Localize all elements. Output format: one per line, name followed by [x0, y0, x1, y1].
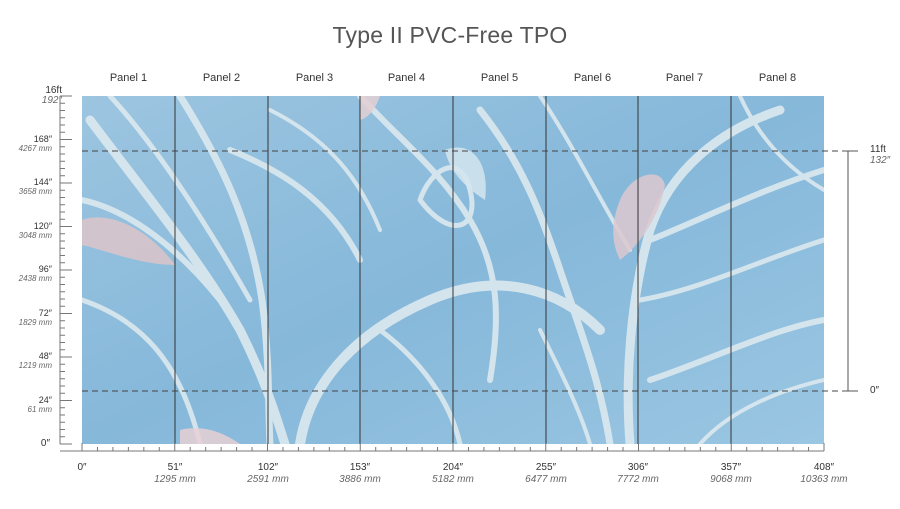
tick-mm: 5182 mm [432, 474, 474, 485]
panel-label-1: Panel 1 [109, 72, 148, 84]
left-top-in: 192″ [41, 95, 62, 106]
tick-mm: 3048 mm [18, 231, 52, 240]
bottom-tick-51: 51″ 1295 mm [135, 462, 215, 486]
tick-mm: 6477 mm [525, 474, 567, 485]
tick-in: 120″ [33, 221, 52, 231]
panel-label-5: Panel 5 [480, 72, 519, 84]
tick-in: 24″ [38, 395, 52, 405]
tick-in: 357″ [720, 462, 742, 473]
tick-mm: 3886 mm [339, 474, 381, 485]
bottom-ruler [60, 443, 825, 452]
panel-label-8: Panel 8 [758, 72, 797, 84]
tick-mm: 61 mm [27, 405, 52, 414]
left-tick-120: 120″ 3048 mm [2, 221, 52, 241]
tick-in: 204″ [442, 462, 464, 473]
left-tick-24: 24″ 61 mm [2, 395, 52, 415]
left-tick-72: 72″ 1829 mm [2, 308, 52, 328]
tick-in: 144″ [33, 177, 52, 187]
tick-in: 255″ [535, 462, 557, 473]
panel-label-7: Panel 7 [665, 72, 704, 84]
right-height-bracket [842, 150, 858, 392]
tick-mm: 2591 mm [247, 474, 289, 485]
tick-in: 306″ [627, 462, 649, 473]
bottom-tick-153: 153″ 3886 mm [320, 462, 400, 486]
tick-mm: 7772 mm [617, 474, 659, 485]
left-top-ft: 16ft [45, 85, 62, 96]
tick-mm: 2438 mm [18, 274, 52, 283]
left-tick-48: 48″ 1219 mm [2, 351, 52, 371]
left-tick-zero: 0″ [0, 439, 50, 449]
panel-label-4: Panel 4 [387, 72, 426, 84]
right-axis-zero-label: 0″ [870, 385, 879, 396]
right-top-in: 132″ [870, 155, 891, 166]
left-tick-96: 96″ 2438 mm [2, 264, 52, 284]
bottom-tick-255: 255″ 6477 mm [506, 462, 586, 486]
right-top-ft: 11ft [870, 144, 886, 155]
tick-mm: 9068 mm [710, 474, 752, 485]
tick-in: 102″ [257, 462, 279, 473]
left-tick-144: 144″ 3658 mm [2, 177, 52, 197]
tick-mm: 1829 mm [18, 318, 52, 327]
left-axis-top-label: 16ft 192″ [12, 85, 62, 106]
tick-in: 408″ [813, 462, 835, 473]
bottom-tick-408: 408″ 10363 mm [784, 462, 864, 486]
panel-label-6: Panel 6 [573, 72, 612, 84]
tick-in: 72″ [38, 308, 52, 318]
left-tick-168: 168″ 4267 mm [2, 134, 52, 154]
bottom-tick-306: 306″ 7772 mm [598, 462, 678, 486]
tick-mm: 3658 mm [18, 187, 52, 196]
tick-mm: 4267 mm [18, 144, 52, 153]
panel-label-3: Panel 3 [295, 72, 334, 84]
bottom-tick-357: 357″ 9068 mm [691, 462, 771, 486]
panel-label-2: Panel 2 [202, 72, 241, 84]
right-axis-top-label: 11ft 132″ [870, 144, 890, 166]
tick-mm: 1295 mm [154, 474, 196, 485]
tick-in: 51″ [167, 462, 183, 473]
bottom-tick-102: 102″ 2591 mm [228, 462, 308, 486]
tick-in: 48″ [38, 351, 52, 361]
tick-in: 96″ [38, 264, 52, 274]
tick-in: 153″ [349, 462, 371, 473]
tick-in: 0″ [40, 438, 50, 449]
tick-in: 0″ [77, 462, 87, 473]
tick-mm: 1219 mm [18, 361, 52, 370]
bottom-tick-204: 204″ 5182 mm [413, 462, 493, 486]
right-zero: 0″ [870, 385, 880, 396]
diagram-title: Type II PVC-Free TPO [332, 22, 568, 48]
left-ruler [59, 95, 72, 445]
panel-dividers [174, 96, 732, 444]
tick-in: 168″ [33, 134, 52, 144]
bottom-tick-0: 0″ [42, 462, 122, 474]
tick-mm: 10363 mm [800, 474, 848, 485]
